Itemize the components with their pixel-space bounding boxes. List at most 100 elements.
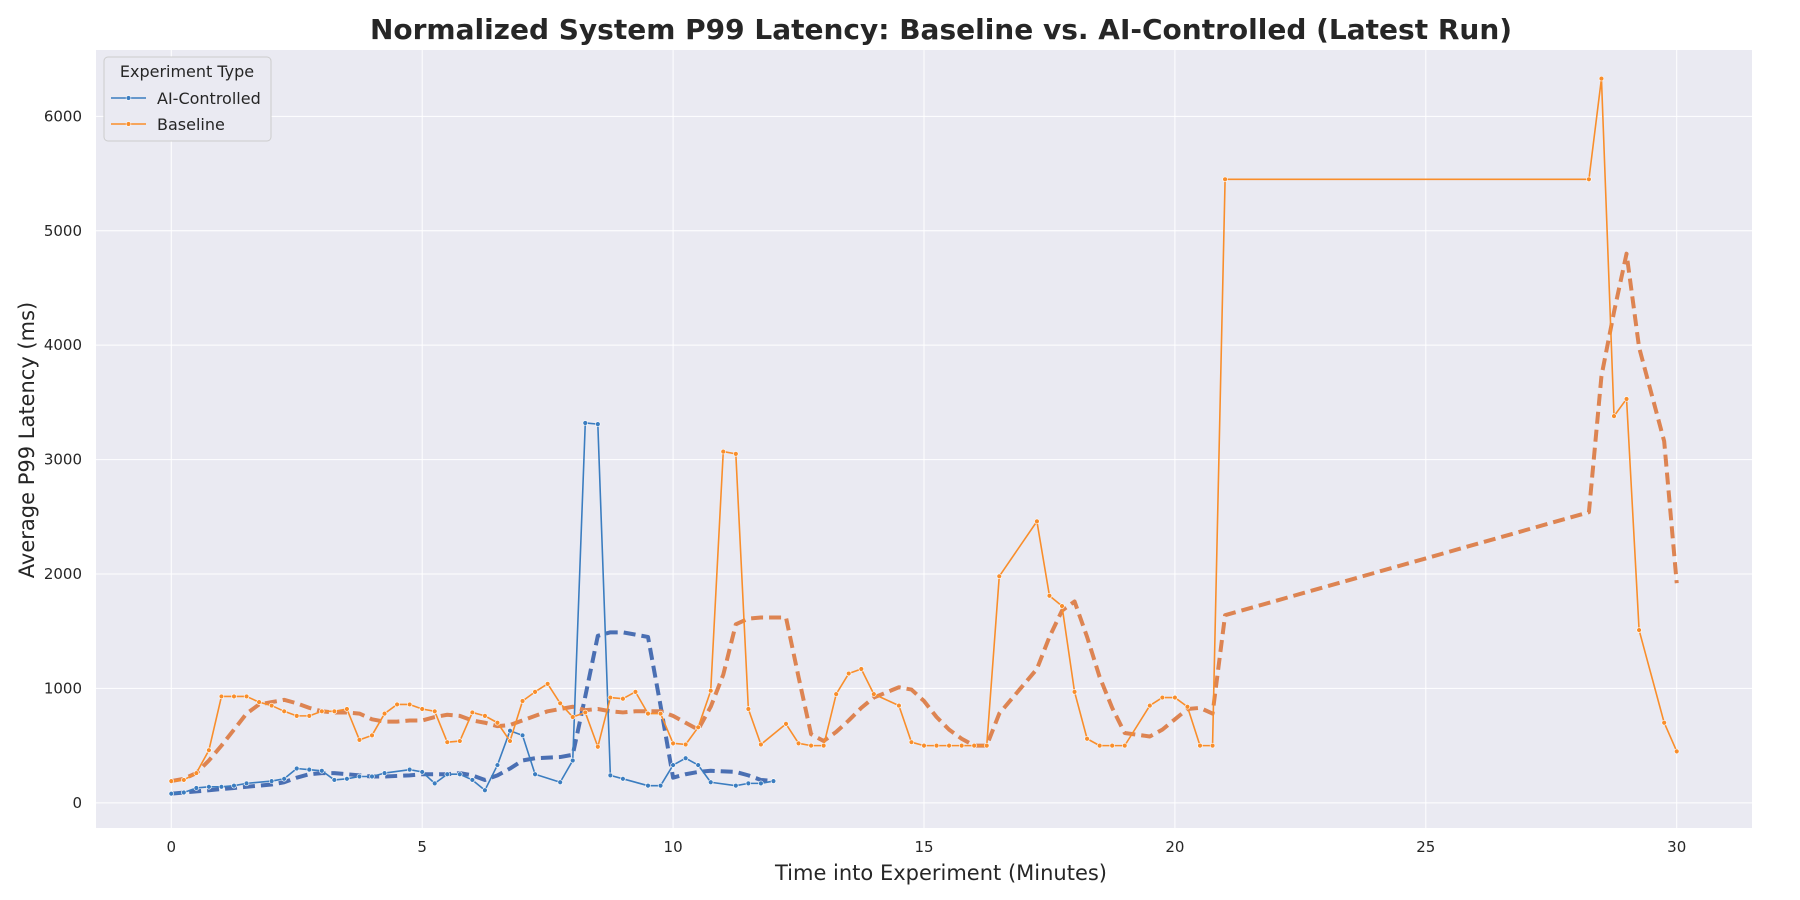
data-point-baseline	[795, 740, 802, 747]
data-point-baseline	[1661, 720, 1667, 726]
data-point-ai-controlled	[344, 776, 350, 782]
data-point-ai-controlled	[231, 782, 237, 789]
data-point-baseline	[595, 744, 601, 750]
data-point-ai-controlled	[745, 780, 752, 787]
data-point-baseline	[896, 702, 902, 709]
data-point-baseline	[243, 693, 250, 700]
data-point-baseline	[1159, 694, 1166, 701]
data-point-ai-controlled	[519, 732, 526, 739]
data-point-baseline	[733, 451, 739, 457]
x-tick-label: 25	[1416, 838, 1435, 856]
data-point-ai-controlled	[469, 777, 476, 783]
data-point-baseline	[1084, 736, 1090, 742]
data-point-ai-controlled	[570, 757, 576, 764]
data-point-ai-controlled	[168, 790, 174, 797]
x-tick-label: 10	[664, 838, 683, 856]
data-point-ai-controlled	[557, 779, 563, 785]
data-point-baseline	[1209, 742, 1216, 749]
data-point-ai-controlled	[657, 782, 664, 789]
data-point-ai-controlled	[356, 773, 363, 780]
data-point-baseline	[1034, 518, 1040, 525]
data-point-baseline	[231, 693, 237, 700]
data-point-baseline	[494, 720, 501, 726]
y-tick-label: 0	[72, 794, 82, 812]
data-point-ai-controlled	[206, 784, 212, 790]
data-point-ai-controlled	[381, 770, 388, 776]
data-point-baseline	[582, 709, 588, 716]
data-point-baseline	[394, 701, 400, 708]
data-point-ai-controlled	[319, 768, 325, 774]
data-point-ai-controlled	[181, 789, 187, 796]
x-tick-label: 0	[166, 838, 176, 856]
data-point-baseline	[1611, 413, 1617, 419]
data-point-ai-controlled	[494, 762, 501, 768]
data-point-baseline	[708, 688, 714, 694]
data-point-ai-controlled	[758, 780, 764, 787]
data-point-ai-controlled	[733, 782, 739, 789]
data-point-ai-controlled	[406, 766, 413, 773]
data-point-ai-controlled	[331, 777, 338, 783]
data-point-baseline	[670, 740, 676, 747]
data-point-baseline	[846, 670, 852, 677]
data-point-baseline	[745, 706, 752, 712]
data-point-baseline	[808, 742, 814, 749]
data-point-baseline	[331, 708, 338, 714]
data-point-baseline	[319, 708, 325, 714]
data-point-baseline	[482, 713, 488, 719]
data-point-baseline	[256, 699, 262, 705]
data-point-ai-controlled	[294, 765, 300, 772]
data-point-ai-controlled	[532, 771, 538, 777]
data-point-baseline	[1046, 593, 1053, 599]
chart-title: Normalized System P99 Latency: Baseline …	[370, 13, 1512, 46]
data-point-ai-controlled	[682, 755, 689, 761]
x-tick-label: 5	[417, 838, 427, 856]
data-point-baseline	[544, 681, 551, 687]
data-point-baseline	[344, 706, 350, 712]
data-point-baseline	[444, 739, 450, 745]
y-axis-label: Average P99 Latency (ms)	[15, 302, 39, 578]
y-tick-label: 3000	[44, 451, 82, 469]
data-point-baseline	[356, 737, 363, 743]
y-tick-label: 2000	[44, 565, 82, 583]
data-point-baseline	[1122, 742, 1128, 749]
data-point-baseline	[206, 747, 212, 753]
data-point-baseline	[946, 742, 952, 749]
data-point-baseline	[1147, 702, 1153, 709]
data-point-ai-controlled	[620, 776, 626, 782]
data-point-ai-controlled	[507, 728, 513, 734]
x-tick-label: 20	[1165, 838, 1184, 856]
data-point-ai-controlled	[708, 779, 714, 785]
data-point-baseline	[570, 714, 576, 720]
data-point-baseline	[381, 710, 388, 717]
data-point-ai-controlled	[770, 778, 777, 784]
data-point-ai-controlled	[582, 420, 588, 426]
series-layer	[168, 75, 1680, 797]
data-point-ai-controlled	[457, 771, 463, 777]
legend-box	[103, 56, 272, 142]
data-point-baseline	[306, 713, 312, 719]
data-point-baseline	[1674, 748, 1680, 755]
data-point-baseline	[532, 689, 538, 695]
data-point-baseline	[181, 777, 187, 783]
data-point-ai-controlled	[607, 772, 614, 779]
data-point-ai-controlled	[432, 780, 438, 787]
data-point-baseline	[193, 770, 200, 776]
data-point-baseline	[908, 739, 915, 745]
legend-label-baseline: Baseline	[157, 115, 225, 134]
data-point-baseline	[1586, 176, 1592, 182]
data-point-baseline	[1222, 176, 1228, 182]
data-point-baseline	[432, 708, 438, 714]
data-point-ai-controlled	[444, 771, 450, 777]
data-point-ai-controlled	[218, 784, 225, 790]
data-point-baseline	[871, 691, 877, 697]
legend: Experiment Type AI-Controlled Baseline	[103, 56, 272, 142]
data-point-baseline	[218, 693, 225, 700]
trend-line-baseline	[170, 251, 1679, 784]
data-point-baseline	[1059, 603, 1065, 609]
data-point-baseline	[820, 742, 827, 749]
legend-title: Experiment Type	[120, 62, 254, 81]
data-point-baseline	[933, 742, 940, 749]
data-point-ai-controlled	[482, 787, 488, 793]
data-point-ai-controlled	[670, 762, 676, 768]
legend-label-ai-controlled: AI-Controlled	[157, 89, 261, 108]
